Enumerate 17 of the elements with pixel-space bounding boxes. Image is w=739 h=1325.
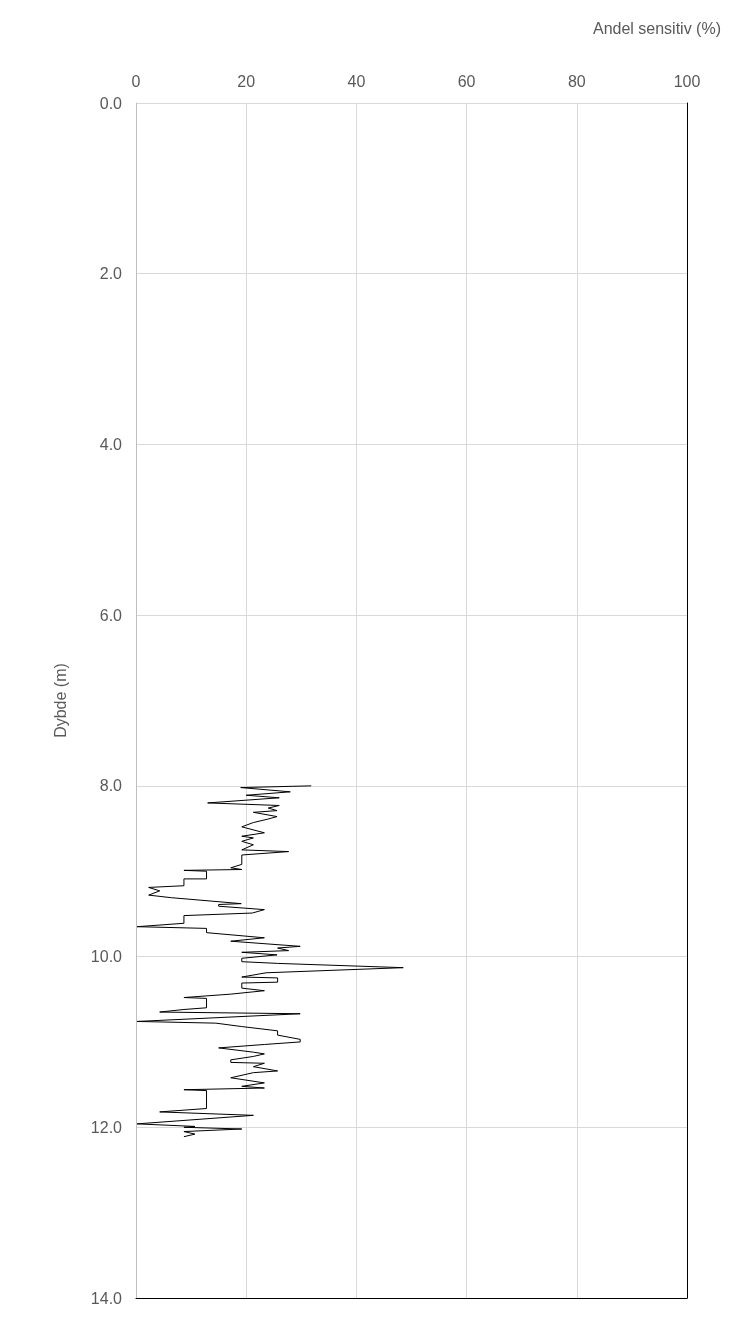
y-tick-label: 2.0 — [99, 265, 123, 283]
y-tick-label: 14.0 — [90, 1289, 123, 1307]
x-tick-label: 40 — [347, 72, 366, 90]
x-axis-title: Andel sensitiv (%) — [592, 19, 721, 37]
x-tick-label: 0 — [131, 72, 141, 90]
y-tick-label: 10.0 — [90, 948, 123, 966]
y-axis-title: Dybde (m) — [51, 663, 69, 738]
y-tick-label: 4.0 — [99, 435, 123, 453]
y-tick-label: 0.0 — [99, 94, 123, 112]
y-tick-label: 12.0 — [90, 1118, 123, 1136]
x-tick-label: 60 — [457, 72, 476, 90]
y-tick-label: 8.0 — [99, 777, 123, 795]
x-tick-label: 80 — [567, 72, 586, 90]
y-tick-label: 6.0 — [99, 606, 123, 624]
line-series — [136, 785, 404, 1138]
x-tick-label: 20 — [237, 72, 256, 90]
x-tick-label: 100 — [673, 72, 701, 90]
